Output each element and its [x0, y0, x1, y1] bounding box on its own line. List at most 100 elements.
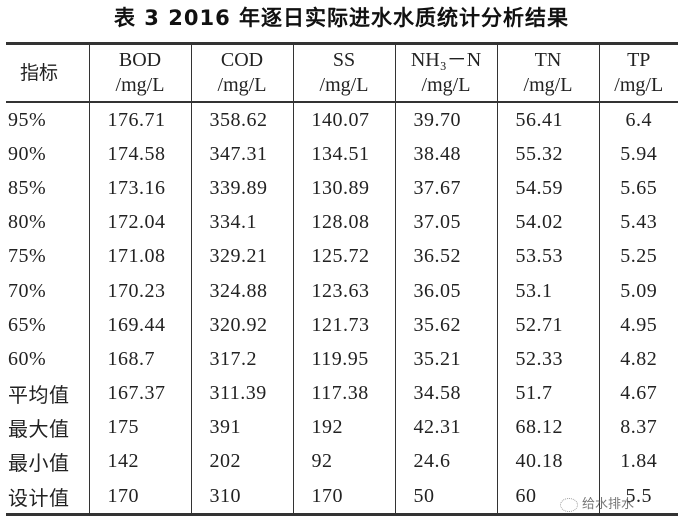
table-row: 70% 170.23 324.88 123.63 36.05 53.1 5.09	[6, 273, 678, 309]
water-quality-table: 指标 BOD/mg/L COD/mg/L SS/mg/L NH₃－N/mg/L TN/m…	[6, 42, 678, 516]
table-cell: 38.48	[394, 137, 497, 172]
table-row: 最大值 175 391 192 42.31 68.12 8.37	[6, 410, 678, 445]
table-cell: 317.2	[190, 342, 293, 377]
table-row: 平均值 167.37 311.39 117.38 34.58 51.7 4.67	[6, 376, 678, 411]
column-unit: /mg/L	[523, 74, 573, 96]
table-cell: 5.65	[598, 171, 678, 206]
table-cell: 37.67	[394, 171, 497, 206]
table-cell: 142	[88, 444, 191, 480]
row-label: 80%	[8, 211, 47, 234]
table-cell: 172.04	[88, 205, 191, 240]
table-cell: 35.62	[394, 308, 497, 343]
table-cell: 170.23	[88, 273, 191, 309]
table-cell: 121.73	[292, 308, 395, 343]
table-cell: 311.39	[190, 376, 293, 411]
table-cell: 202	[190, 444, 293, 480]
table-cell: 358.62	[190, 102, 293, 138]
table-cell: 39.70	[394, 102, 497, 138]
table-cell: 36.05	[394, 273, 497, 309]
table-cell: 324.88	[190, 273, 293, 309]
table-cell: 192	[292, 410, 395, 445]
table-row: 65% 169.44 320.92 121.73 35.62 52.71 4.95	[6, 308, 678, 343]
table-cell: 24.6	[394, 444, 497, 480]
header-column: COD/mg/L	[190, 43, 293, 102]
row-label: 最大值	[8, 419, 70, 442]
table-cell: 8.37	[598, 410, 678, 445]
table-row: 75% 171.08 329.21 125.72 36.52 53.53 5.25	[6, 239, 678, 274]
header-column: NH₃－N/mg/L	[394, 43, 497, 102]
table-cell: 6.4	[598, 102, 678, 138]
table-row: 80% 172.04 334.1 128.08 37.05 54.02 5.43	[6, 205, 678, 240]
table-cell: 42.31	[394, 410, 497, 445]
table-cell: 119.95	[292, 342, 395, 377]
row-label: 90%	[8, 142, 47, 165]
table-cell: 5.25	[598, 239, 678, 274]
table-cell: 176.71	[88, 102, 191, 138]
row-label: 最小值	[8, 453, 70, 476]
table-cell: 123.63	[292, 273, 395, 309]
table-cell: 50	[394, 479, 497, 515]
table-cell: 128.08	[292, 205, 395, 240]
column-name: COD	[220, 49, 264, 71]
table-cell: 40.18	[496, 444, 599, 480]
column-name: BOD	[118, 49, 162, 71]
column-unit: /mg/L	[614, 74, 664, 96]
table-cell: 54.59	[496, 171, 599, 206]
row-label: 70%	[8, 279, 47, 302]
table-cell: 68.12	[496, 410, 599, 445]
table-cell: 167.37	[88, 376, 191, 411]
table-cell: 37.05	[394, 205, 497, 240]
table-cell: 334.1	[190, 205, 293, 240]
row-label: 60%	[8, 347, 47, 370]
table-cell: 1.84	[598, 444, 678, 480]
watermark-text: 给水排水	[582, 497, 635, 512]
table-cell: 173.16	[88, 171, 191, 206]
table-cell: 56.41	[496, 102, 599, 138]
table-cell: 310	[190, 479, 293, 515]
table-cell: 175	[88, 410, 191, 445]
table-cell: 329.21	[190, 239, 293, 274]
table-row: 85% 173.16 339.89 130.89 37.67 54.59 5.65	[6, 171, 678, 206]
table-cell: 51.7	[496, 376, 599, 411]
table-cell: 53.53	[496, 239, 599, 274]
table-cell: 53.1	[496, 273, 599, 309]
table-cell: 125.72	[292, 239, 395, 274]
row-label: 75%	[8, 245, 47, 268]
table-cell: 170	[88, 479, 191, 515]
table-cell: 52.71	[496, 308, 599, 343]
header-column: SS/mg/L	[292, 43, 395, 102]
column-unit: /mg/L	[217, 74, 267, 96]
table-row: 60% 168.7 317.2 119.95 35.21 52.33 4.82	[6, 342, 678, 377]
table-cell: 339.89	[190, 171, 293, 206]
table-cell: 55.32	[496, 137, 599, 172]
header-column: TP/mg/L	[598, 43, 678, 102]
table-row: 90% 174.58 347.31 134.51 38.48 55.32 5.94	[6, 137, 678, 172]
column-unit: /mg/L	[319, 74, 369, 96]
header-column: TN/mg/L	[496, 43, 599, 102]
table-cell: 169.44	[88, 308, 191, 343]
table-cell: 171.08	[88, 239, 191, 274]
table-row: 95% 176.71 358.62 140.07 39.70 56.41 6.4	[6, 102, 678, 138]
table-cell: 347.31	[190, 137, 293, 172]
table-cell: 34.58	[394, 376, 497, 411]
row-label: 85%	[8, 176, 47, 199]
table-cell: 320.92	[190, 308, 293, 343]
table-row: 最小值 142 202 92 24.6 40.18 1.84	[6, 444, 678, 480]
table-cell: 5.5	[598, 479, 678, 515]
watermark: 给水排水	[560, 493, 634, 512]
column-name: TP	[627, 49, 651, 71]
wechat-icon	[560, 497, 578, 512]
table-cell: 36.52	[394, 239, 497, 274]
table-cell: 5.94	[598, 137, 678, 172]
table-cell: 140.07	[292, 102, 395, 138]
row-label: 平均值	[8, 385, 70, 408]
table-row: 设计值 170 310 170 50 60 5.5	[6, 479, 678, 515]
table-cell: 130.89	[292, 171, 395, 206]
column-name: TN	[534, 49, 562, 71]
table-cell: 4.67	[598, 376, 678, 411]
row-label: 95%	[8, 108, 47, 131]
table-cell: 5.43	[598, 205, 678, 240]
header-column: BOD/mg/L	[88, 43, 191, 102]
column-unit: /mg/L	[421, 74, 471, 96]
table-cell: 35.21	[394, 342, 497, 377]
